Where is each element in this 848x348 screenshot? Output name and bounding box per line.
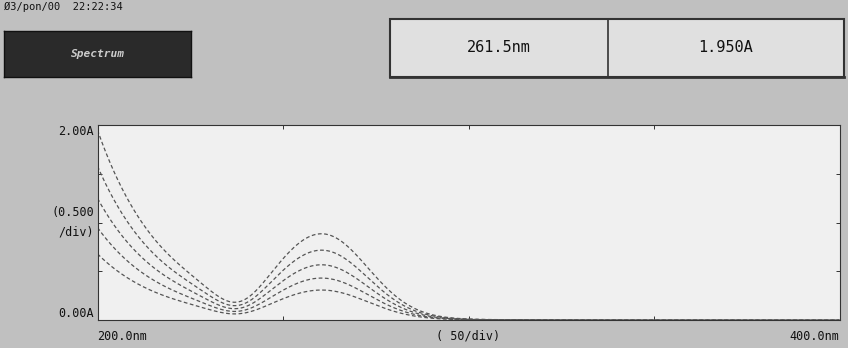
Text: 261.5nm: 261.5nm [467,40,531,55]
Text: /div): /div) [59,226,94,239]
Text: 200.0nm: 200.0nm [98,330,148,343]
Text: Ø3/pon/00  22:22:34: Ø3/pon/00 22:22:34 [4,2,123,12]
Text: 0.00A: 0.00A [59,307,94,320]
Text: (0.500: (0.500 [51,206,94,220]
Text: 400.0nm: 400.0nm [789,330,840,343]
Text: Spectrum: Spectrum [70,49,125,59]
Text: 1.950A: 1.950A [699,40,753,55]
Text: 2.00A: 2.00A [59,125,94,138]
Text: ( 50/div): ( 50/div) [437,330,500,343]
